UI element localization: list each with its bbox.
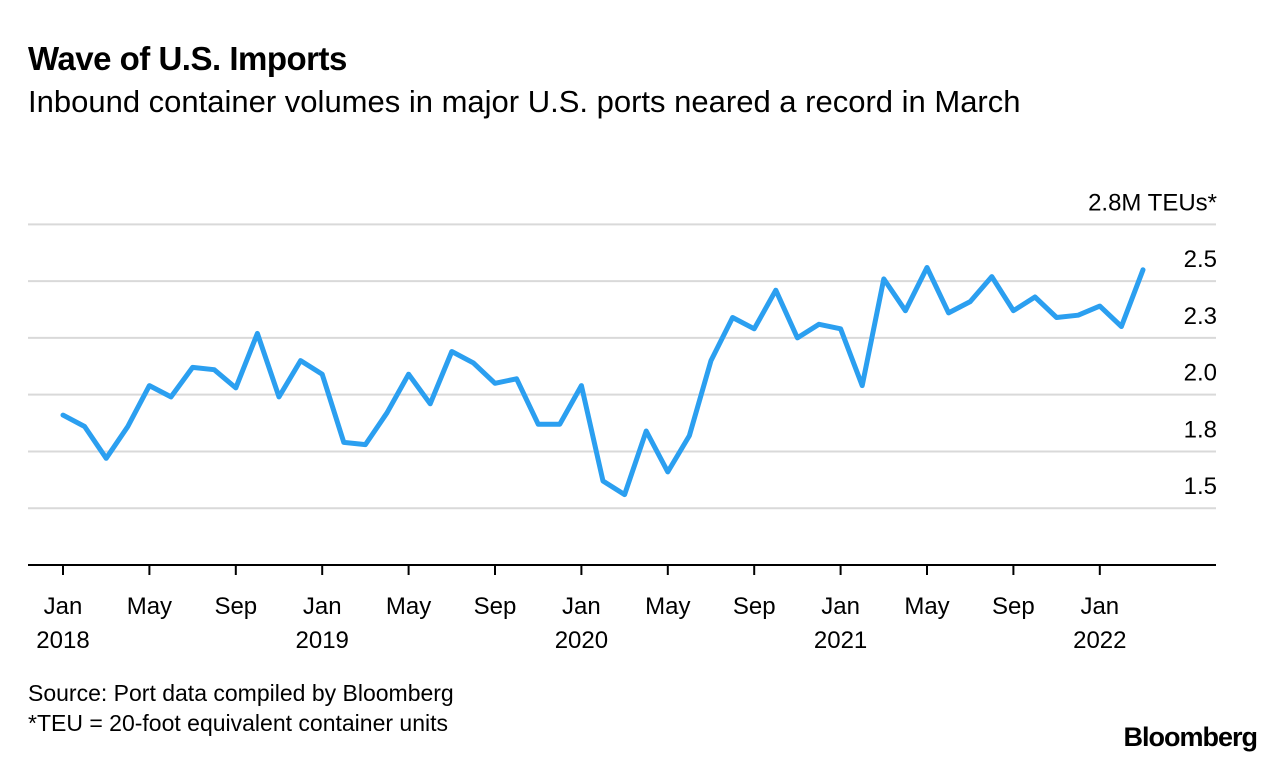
chart-title: Wave of U.S. Imports	[28, 40, 347, 77]
x-tick-label: Sep	[992, 593, 1035, 620]
x-tick-year-label: 2020	[555, 627, 608, 654]
data-points	[61, 265, 1146, 497]
x-tick-label: Jan	[44, 593, 83, 620]
x-tick-year-label: 2019	[296, 627, 349, 654]
x-tick-label: Jan	[1080, 593, 1119, 620]
source-note: Source: Port data compiled by Bloomberg	[28, 680, 454, 706]
bloomberg-logo: Bloomberg	[1123, 722, 1258, 752]
x-tick-label: Jan	[821, 593, 860, 620]
y-tick-label: 1.8	[1184, 416, 1217, 443]
x-tick-year-label: 2021	[814, 627, 867, 654]
x-tick-year-label: 2018	[36, 627, 89, 654]
y-axis-labels: 1.5 1.8 2.0 2.3 2.5 2.8M TEUs*	[1088, 189, 1217, 500]
x-tick-label: Sep	[733, 593, 776, 620]
y-tick-label: 2.5	[1184, 246, 1217, 273]
x-tick-label: Sep	[474, 593, 517, 620]
chart-subtitle: Inbound container volumes in major U.S. …	[28, 84, 1021, 119]
y-tick-label: 1.5	[1184, 473, 1217, 500]
teu-footnote: *TEU = 20-foot equivalent container unit…	[28, 710, 448, 736]
x-tick-label: May	[127, 593, 172, 620]
x-tick-year-label: 2022	[1073, 627, 1126, 654]
x-axis-labels: Jan 2018 May Sep Jan 2019 May Sep Jan 2020 May Sep J…	[36, 593, 1126, 654]
y-tick-label: 2.8M TEUs*	[1088, 189, 1217, 216]
x-tick-label: May	[645, 593, 690, 620]
x-tick-label: May	[904, 593, 949, 620]
y-tick-label: 2.3	[1184, 303, 1217, 330]
series-line	[60, 265, 1146, 498]
x-tick-label: Jan	[303, 593, 342, 620]
x-tick-label: May	[386, 593, 431, 620]
y-tick-label: 2.0	[1184, 360, 1217, 387]
gridlines	[28, 223, 1216, 510]
x-axis	[28, 564, 1216, 575]
x-tick-label: Jan	[562, 593, 601, 620]
x-tick-label: Sep	[214, 593, 257, 620]
